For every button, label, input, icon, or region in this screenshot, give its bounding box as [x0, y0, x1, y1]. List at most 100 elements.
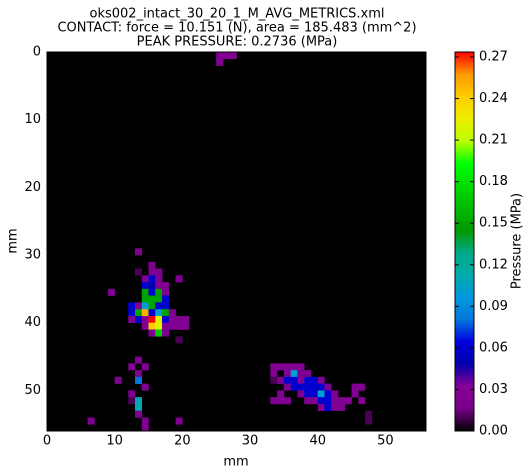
heatmap-cell	[134, 268, 143, 276]
heatmap-cell	[310, 376, 319, 384]
heatmap-cell	[182, 315, 190, 324]
heatmap-cell	[134, 309, 143, 317]
heatmap-cell	[114, 376, 122, 384]
heatmap-cell	[304, 397, 312, 405]
heatmap-cell	[155, 329, 163, 337]
heatmap-cell	[358, 383, 366, 391]
heatmap-cell	[162, 315, 170, 324]
heatmap-cell	[365, 417, 373, 425]
heatmap-cell	[148, 268, 156, 276]
heatmap-cell	[162, 322, 170, 330]
heatmap-cell	[310, 383, 319, 391]
heatmap-cell	[290, 376, 298, 384]
y-tick-label: 40	[24, 315, 41, 330]
heatmap-cell	[297, 370, 305, 378]
heatmap-cell	[175, 336, 183, 344]
y-tick-label: 0	[33, 45, 41, 60]
heatmap-cell	[338, 403, 346, 411]
heatmap-cell	[297, 363, 305, 371]
heatmap-cell	[168, 315, 176, 324]
heatmap-cell	[317, 383, 325, 391]
heatmap-cell	[162, 282, 170, 290]
heatmap-cell	[283, 383, 291, 391]
x-axis-label: mm	[223, 455, 248, 470]
heatmap-cell	[148, 261, 156, 269]
plot-frame	[46, 51, 427, 432]
heatmap-cell	[229, 52, 237, 60]
heatmap-cell	[155, 275, 163, 283]
heatmap-cell	[168, 309, 176, 317]
heatmap-cell	[107, 288, 115, 296]
heatmap-cell	[141, 383, 149, 391]
heatmap-cell	[141, 282, 149, 290]
heatmap-cell	[304, 370, 312, 378]
heatmap-cell	[324, 403, 332, 411]
heatmap-cell	[283, 363, 291, 371]
colorbar	[454, 51, 475, 432]
colorbar-tick-label: 0.18	[479, 174, 508, 189]
heatmap-cell	[317, 403, 325, 411]
heatmap-cell	[141, 288, 149, 296]
heatmap-cell	[277, 390, 285, 398]
heatmap-cell	[128, 363, 136, 371]
heatmap-cell	[141, 295, 149, 303]
colorbar-tick-label: 0.21	[479, 133, 508, 148]
chart-subtitle: CONTACT: force = 10.151 (N), area = 185.…	[57, 21, 416, 36]
heatmap-cell	[270, 376, 278, 384]
heatmap-cell	[155, 309, 163, 317]
heatmap-cell	[331, 397, 339, 405]
heatmap-cell	[155, 268, 163, 276]
heatmap-cell	[128, 397, 136, 405]
heatmap-cell	[128, 390, 136, 398]
colorbar-tick-label: 0.12	[479, 257, 508, 272]
heatmap-cell	[290, 383, 298, 391]
heatmap-cell	[277, 397, 285, 405]
heatmap-cell	[324, 397, 332, 405]
heatmap-cell	[134, 315, 143, 324]
heatmap-cell	[175, 315, 183, 324]
x-tick-label: 20	[174, 434, 191, 449]
heatmap-cell	[148, 282, 156, 290]
heatmap-cell	[148, 315, 156, 324]
heatmap-cell	[155, 302, 163, 310]
y-axis-label: mm	[6, 228, 21, 253]
heatmap-cell	[270, 370, 278, 378]
heatmap-cell	[155, 322, 163, 330]
colorbar-tick-label: 0.00	[479, 424, 508, 439]
heatmap-cell	[283, 376, 291, 384]
heatmap-cell	[162, 288, 170, 296]
chart-subtitle: PEAK PRESSURE: 0.2736 (MPa)	[137, 35, 338, 50]
heatmap-cell	[134, 248, 143, 256]
heatmap-cell	[141, 302, 149, 310]
heatmap-cell	[331, 403, 339, 411]
heatmap-cell	[141, 322, 149, 330]
heatmap-cell	[351, 390, 359, 398]
heatmap-cell	[168, 322, 176, 330]
heatmap-cell	[87, 417, 95, 425]
colorbar-tick-label: 0.27	[479, 49, 508, 64]
heatmap-cell	[297, 376, 305, 384]
heatmap-cell	[297, 383, 305, 391]
chart-title: oks002_intact_30_20_1_M_AVG_METRICS.xml	[90, 7, 385, 22]
heatmap-cell	[141, 417, 149, 425]
y-tick-label: 20	[24, 180, 41, 195]
heatmap-cell	[141, 363, 149, 371]
heatmap-cell	[162, 302, 170, 310]
heatmap-cell	[277, 363, 285, 371]
heatmap-cell	[317, 376, 325, 384]
x-tick-label: 0	[43, 434, 51, 449]
colorbar-tick-label: 0.06	[479, 340, 508, 355]
heatmap-cell	[134, 403, 143, 411]
heatmap-cell	[283, 397, 291, 405]
heatmap-cell	[270, 397, 278, 405]
colorbar-tick-label: 0.24	[479, 91, 508, 106]
heatmap-cell	[216, 52, 224, 60]
heatmap-cell	[148, 322, 156, 330]
heatmap-cell	[270, 363, 278, 371]
plot-background	[47, 52, 426, 431]
heatmap-cell	[134, 356, 143, 364]
heatmap-cell	[310, 397, 319, 405]
heatmap-cell	[317, 390, 325, 398]
heatmap-cell	[134, 410, 143, 418]
